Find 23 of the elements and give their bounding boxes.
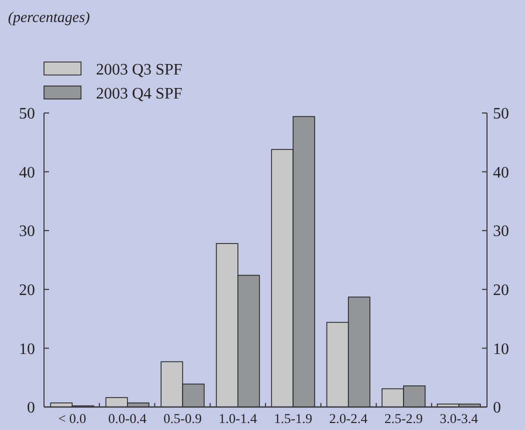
y-tick-label: 10 (19, 340, 35, 358)
x-tick-label: 2.5-2.9 (384, 411, 423, 426)
legend-label: 2003 Q4 SPF (96, 86, 182, 103)
y-tick-label: 20 (19, 282, 35, 299)
y-tick-label: 50 (19, 106, 35, 123)
y-tick-label: 30 (19, 223, 35, 240)
y2-tick-label: 0 (493, 400, 501, 417)
y2-tick-label: 10 (493, 340, 509, 358)
y2-tick-label: 30 (493, 223, 509, 240)
x-tick-label: 0.0-0.4 (108, 411, 147, 426)
x-tick-label: 1.0-1.4 (218, 411, 258, 426)
x-tick-label: 2.0-2.4 (329, 411, 368, 426)
x-tick-label: 0.5-0.9 (164, 411, 202, 426)
x-tick-label: 3.0-3.4 (440, 411, 478, 426)
y-tick-label: 40 (19, 164, 35, 182)
legend-label: 2003 Q3 SPF (96, 62, 182, 79)
y-tick-label: 0 (27, 400, 35, 417)
y2-tick-label: 40 (493, 164, 509, 182)
x-tick-label: 1.5-1.9 (274, 411, 312, 426)
y2-tick-label: 20 (493, 282, 509, 299)
y2-tick-label: 50 (493, 106, 509, 123)
x-tick-label: < 0.0 (58, 411, 86, 426)
chart-subtitle: (percentages) (8, 10, 90, 26)
